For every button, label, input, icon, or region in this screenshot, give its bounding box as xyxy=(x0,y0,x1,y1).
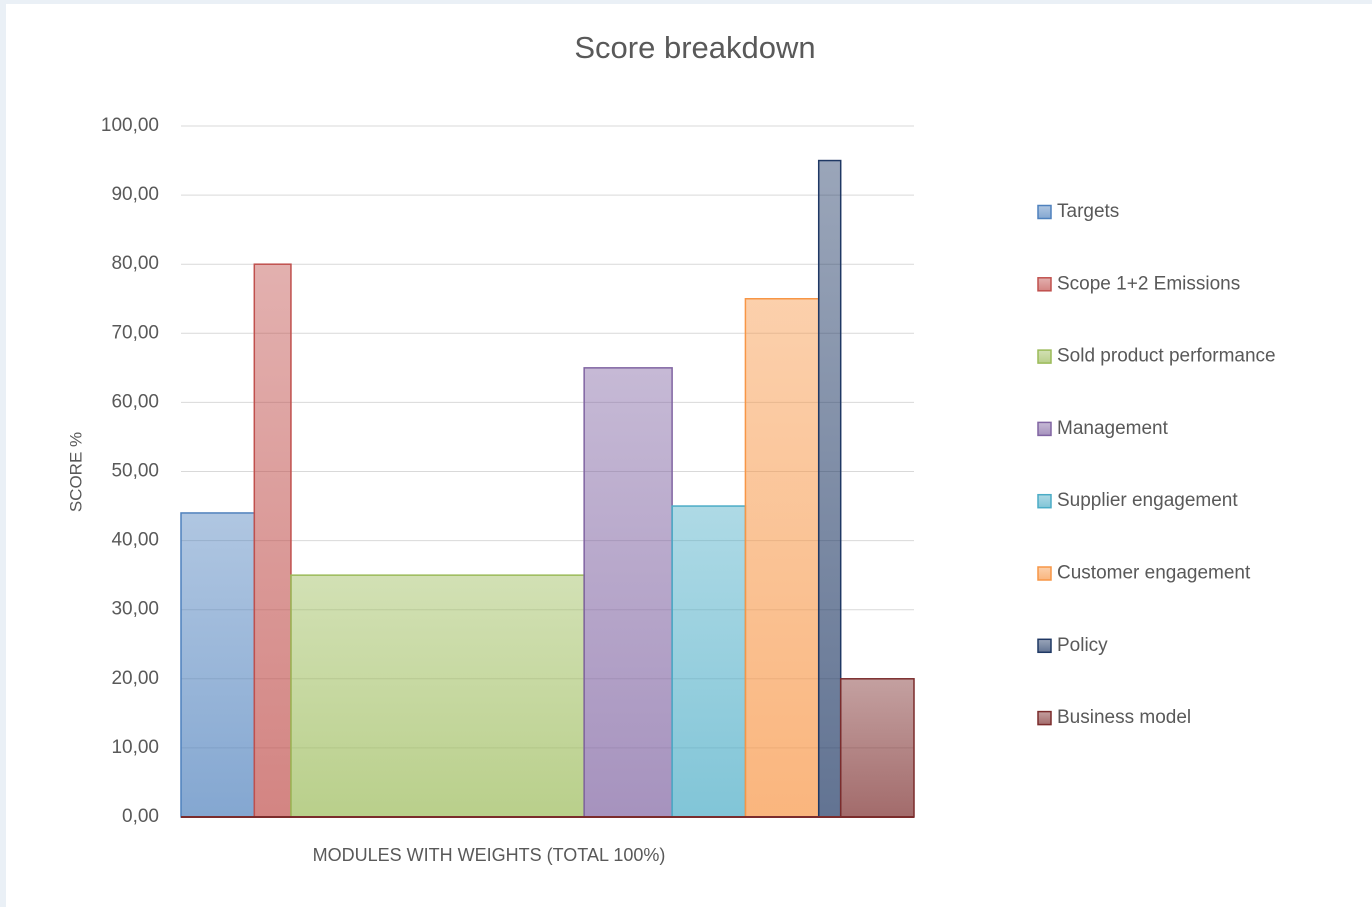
y-tick-label: 80,00 xyxy=(111,253,159,274)
chart-title: Score breakdown xyxy=(574,30,815,65)
legend-label: Management xyxy=(1057,418,1169,439)
legend-label: Supplier engagement xyxy=(1057,490,1238,511)
bar xyxy=(253,263,292,818)
y-tick-label: 0,00 xyxy=(122,806,159,827)
legend-swatch xyxy=(1037,638,1052,654)
legend-swatch xyxy=(1037,349,1052,364)
legend-label: Business model xyxy=(1057,707,1191,728)
y-tick-label: 100,00 xyxy=(101,115,159,136)
legend-swatch xyxy=(1037,493,1052,509)
y-tick-label: 50,00 xyxy=(111,461,159,482)
bar xyxy=(671,505,747,818)
legend-label: Scope 1+2 Emissions xyxy=(1057,273,1240,294)
y-tick-label: 40,00 xyxy=(111,530,159,551)
legend-swatch xyxy=(1037,710,1052,726)
y-axis-label: SCORE % xyxy=(66,432,85,512)
bar xyxy=(583,367,673,818)
bar xyxy=(839,678,915,818)
bar xyxy=(744,298,820,818)
legend-swatch xyxy=(1037,204,1052,220)
x-axis-label: MODULES WITH WEIGHTS (TOTAL 100%) xyxy=(313,845,666,865)
bar xyxy=(290,574,585,818)
bar xyxy=(180,512,256,818)
legend-label: Sold product performance xyxy=(1057,346,1276,367)
legend-swatch xyxy=(1037,277,1052,292)
bar xyxy=(817,159,842,818)
legend-label: Policy xyxy=(1057,635,1108,656)
y-tick-label: 60,00 xyxy=(111,391,159,412)
y-tick-label: 30,00 xyxy=(111,599,159,620)
legend-swatch xyxy=(1037,421,1052,437)
y-tick-label: 20,00 xyxy=(111,668,159,689)
legend-label: Customer engagement xyxy=(1057,563,1251,584)
y-tick-label: 90,00 xyxy=(111,184,159,205)
y-tick-label: 10,00 xyxy=(111,737,159,758)
y-tick-label: 70,00 xyxy=(111,322,159,343)
legend-label: Targets xyxy=(1057,201,1119,222)
legend-swatch xyxy=(1037,566,1052,581)
